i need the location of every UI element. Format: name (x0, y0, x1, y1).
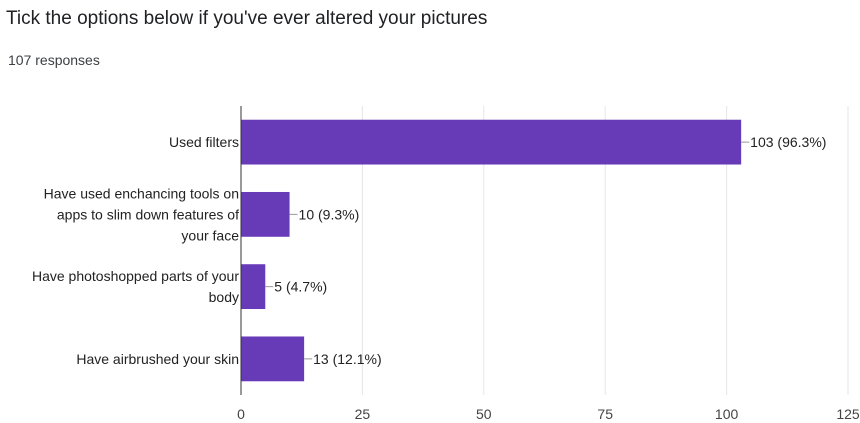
data-label-1: 10 (9.3%) (299, 206, 360, 222)
x-tick-label-100: 100 (715, 406, 739, 422)
x-tick-label-75: 75 (597, 406, 613, 422)
category-label-3: Have airbrushed your skin (76, 351, 239, 367)
category-label-2: Have photoshopped parts of your body (32, 268, 239, 305)
data-label-0: 103 (96.3%) (750, 134, 826, 150)
x-tick-label-125: 125 (836, 406, 860, 422)
x-tick-label-0: 0 (237, 406, 245, 422)
bar-1 (241, 191, 290, 237)
data-label-2: 5 (4.7%) (274, 279, 327, 295)
bar-2 (241, 264, 266, 310)
x-tick-label-50: 50 (476, 406, 492, 422)
category-labels: Used filters Have used enchancing tools o… (32, 134, 239, 367)
category-label-line: Have airbrushed your skin (76, 351, 239, 367)
bars (241, 119, 742, 382)
x-tick-labels: 0 25 50 75 100 125 (237, 406, 860, 422)
category-label-0: Used filters (169, 134, 239, 150)
chart-title: Tick the options below if you've ever al… (6, 8, 488, 29)
category-label-line: body (209, 289, 239, 305)
data-label-3: 13 (12.1%) (313, 351, 381, 367)
category-label-line: your face (181, 227, 239, 243)
category-label-1: Have used enchancing tools on apps to sli… (44, 185, 240, 243)
category-label-line: Used filters (169, 134, 239, 150)
category-label-line: Have used enchancing tools on (44, 185, 239, 201)
bar-3 (241, 336, 305, 382)
response-count: 107 responses (8, 52, 100, 68)
category-label-line: Have photoshopped parts of your (32, 268, 239, 284)
category-label-line: apps to slim down features of (57, 206, 239, 222)
data-labels: 103 (96.3%) 10 (9.3%) 5 (4.7%) 13 (12.1%) (265, 134, 826, 367)
x-tick-label-25: 25 (355, 406, 371, 422)
bar-0 (241, 119, 742, 165)
